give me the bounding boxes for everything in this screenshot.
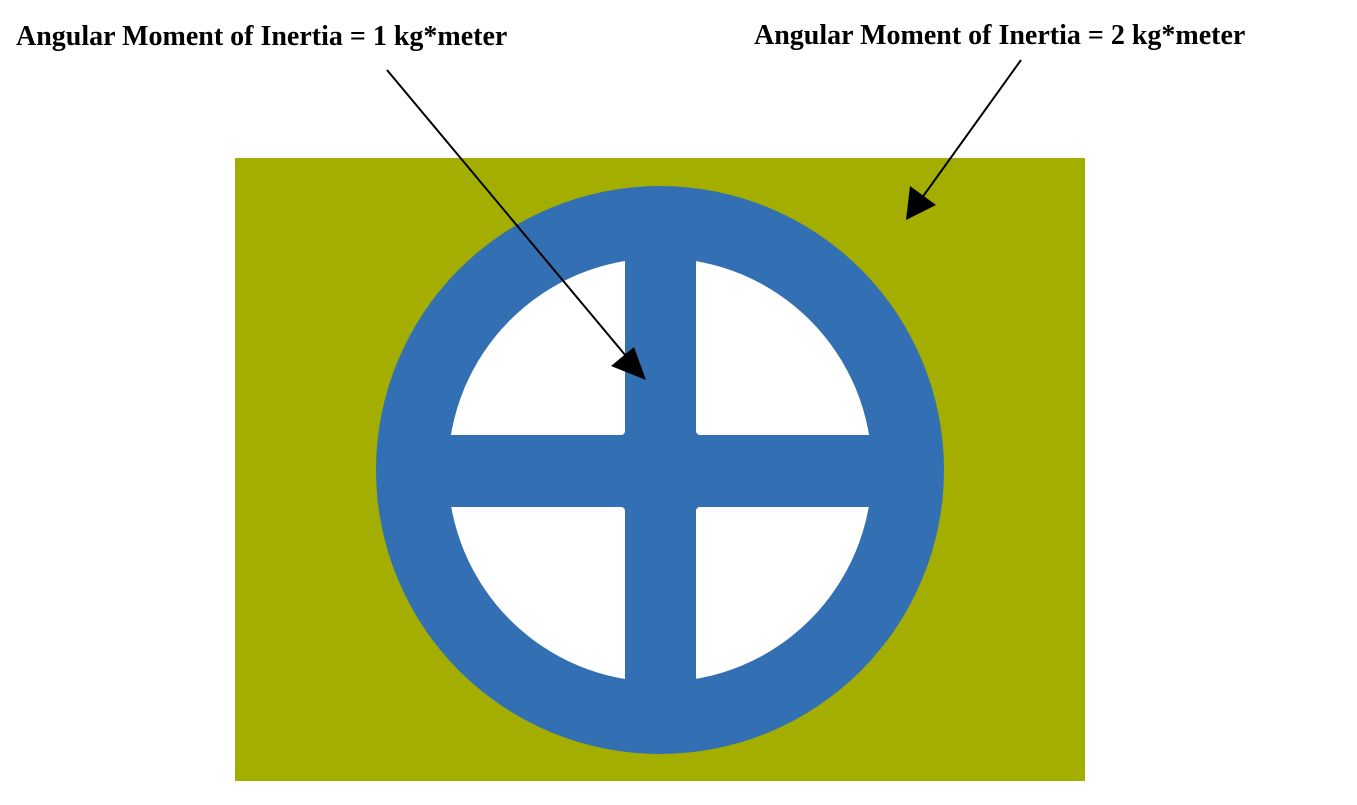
wheel-ring xyxy=(376,186,944,754)
arrow-outer xyxy=(906,59,1022,220)
arrow-inner xyxy=(386,69,646,380)
label-outer-inertia: Angular Moment of Inertia = 2 kg*meter xyxy=(754,20,1246,51)
label-inner-inertia: Angular Moment of Inertia = 1 kg*meter xyxy=(16,21,508,52)
